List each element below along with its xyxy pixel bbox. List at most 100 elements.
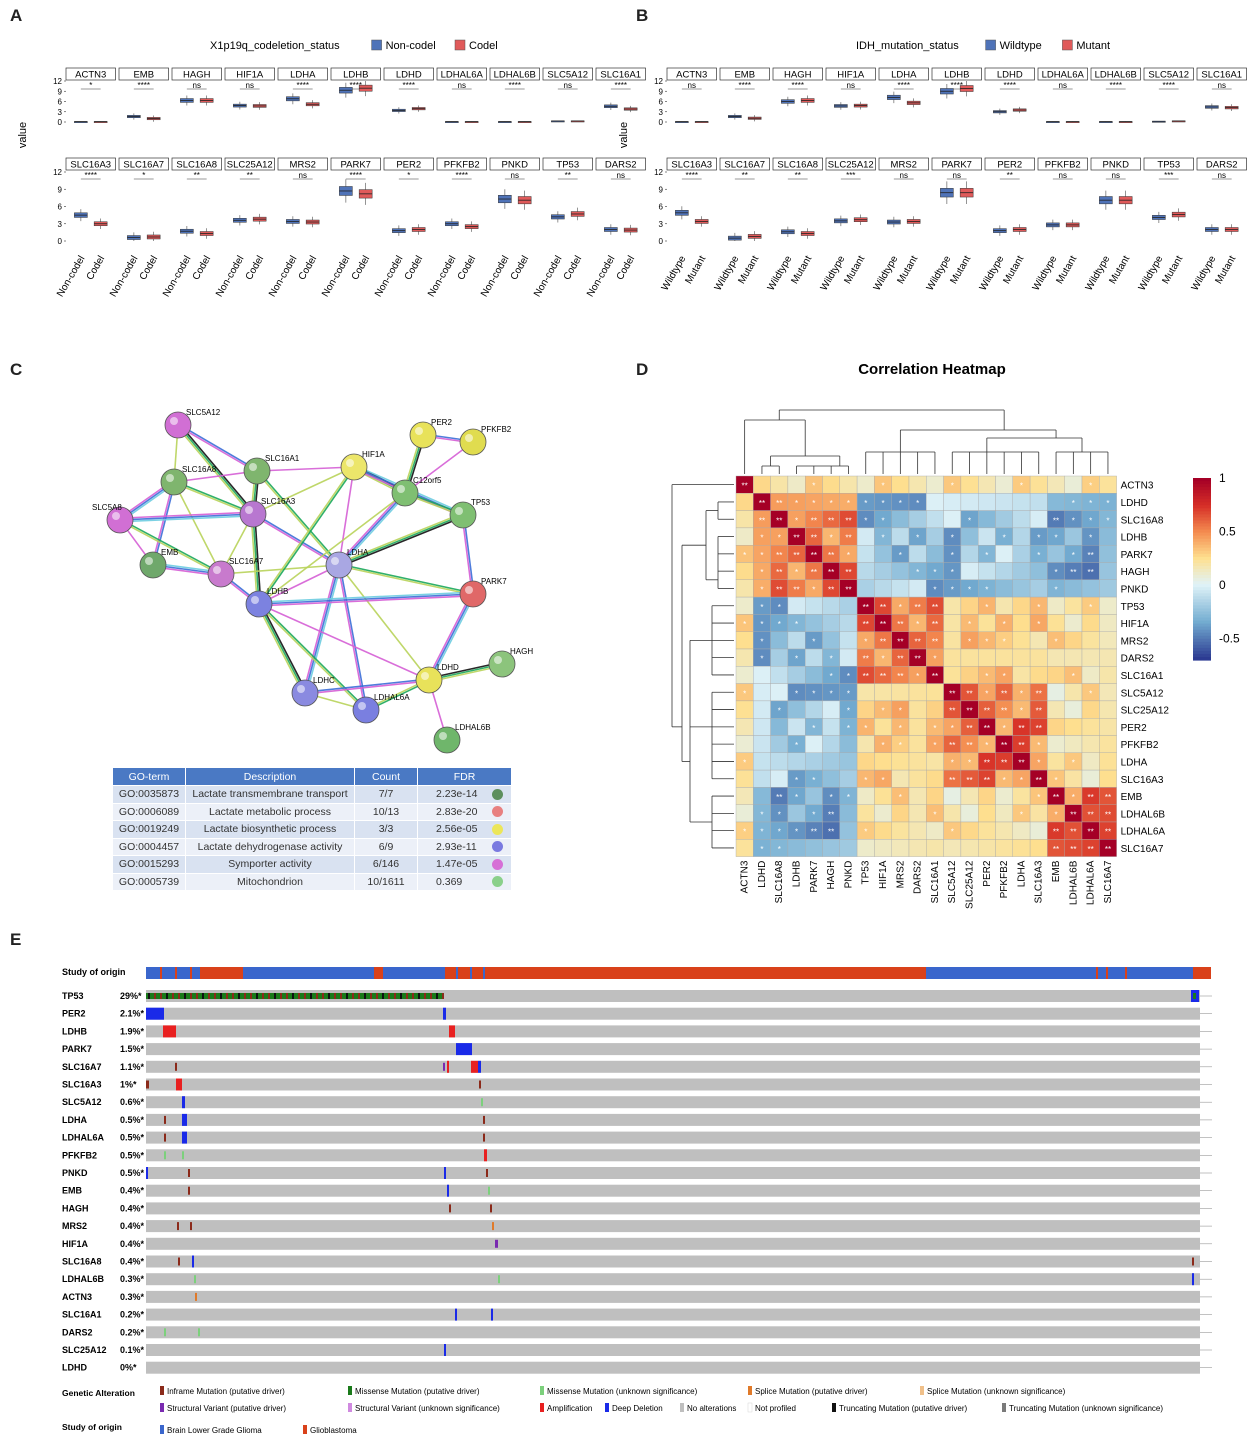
heatmap-star: * (1020, 482, 1023, 491)
heatmap-star: * (778, 810, 781, 819)
boxplot-panels: X1p19q_codeletion_status Non-codel Codel va… (17, 39, 1247, 299)
tp53-mutation-tick (358, 993, 360, 999)
heatmap-star: ** (759, 516, 765, 525)
facet-strip (1143, 157, 1194, 171)
heatmap-star: * (760, 534, 763, 543)
colorbar-segment (1193, 614, 1211, 619)
oncoprint-pct-label: 0.4%* (120, 1257, 145, 1267)
heatmap-star: * (933, 810, 936, 819)
tp53-mutation-tick (412, 993, 414, 999)
colorbar-segment (1193, 611, 1211, 616)
facet-gene-label: TP53 (1157, 160, 1180, 171)
heatmap-col-label: LDHAL6A (1086, 860, 1097, 905)
tp53-mutation-tick (166, 993, 168, 999)
oncoprint-alteration (455, 1308, 457, 1321)
facet-gene-label: PNKD (502, 160, 529, 171)
legend-genetic-label: Structural Variant (putative driver) (167, 1404, 286, 1413)
study-bar-segment (200, 967, 243, 979)
colorbar-segment (1193, 556, 1211, 561)
heatmap-star: ** (984, 776, 990, 785)
heatmap-star: ** (845, 568, 851, 577)
oncoprint-gene-label: LDHB (62, 1026, 87, 1036)
heatmap-star: ** (1105, 793, 1111, 802)
colorbar-segment (1193, 559, 1211, 564)
heatmap-star: * (968, 620, 971, 629)
heatmap-star: ** (1070, 845, 1076, 854)
colorbar-segment (1193, 508, 1211, 512)
facet-strip (1037, 67, 1088, 81)
significance-label: ns (1218, 81, 1226, 90)
oncoprint-alteration (1192, 1273, 1194, 1286)
tp53-mutation-tick (184, 993, 186, 999)
heatmap-star: * (1089, 516, 1092, 525)
heatmap-star: ** (811, 551, 817, 560)
facet-strip (825, 157, 876, 171)
tp53-mutation-tick (202, 993, 204, 999)
facet-gene-label: LDHD (997, 70, 1023, 81)
heatmap-star: * (1054, 637, 1057, 646)
colorbar-segment (1193, 584, 1211, 588)
oncoprint-alteration (175, 1062, 177, 1071)
heatmap-star: * (760, 828, 763, 837)
heatmap-star: * (1054, 810, 1057, 819)
colorbar-segment (1193, 481, 1211, 485)
colorbar-segment (1193, 514, 1211, 519)
significance-label: ns (1112, 171, 1120, 180)
tp53-mutation-tick (280, 993, 282, 999)
colorbar-segment (1193, 656, 1211, 661)
heatmap-star: ** (863, 655, 869, 664)
oncoprint-row (146, 1078, 1200, 1091)
significance-label: **** (1163, 81, 1175, 90)
y-tick-label: 9 (659, 185, 664, 194)
facet-strip (118, 67, 169, 81)
heatmap-row-label: LDHA (1121, 757, 1148, 768)
facet-gene-label: PARK7 (942, 160, 972, 171)
legend-genetic-swatch (160, 1386, 164, 1395)
heatmap-star: * (778, 845, 781, 854)
colorbar-segment (1193, 581, 1211, 585)
facet-gene-label: ACTN3 (75, 70, 106, 81)
colorbar-segment (1193, 511, 1211, 515)
oncoprint-alteration (164, 1328, 166, 1337)
study-bar-tick (456, 967, 458, 979)
study-bar-tick (175, 967, 177, 979)
heatmap-star: ** (776, 516, 782, 525)
oncoprint-gene-label: HIF1A (62, 1239, 89, 1249)
heatmap-star: ** (1053, 793, 1059, 802)
oncoprint-alteration (182, 1113, 187, 1126)
oncoprint-alteration (483, 1115, 485, 1124)
panel-label-a: A (10, 6, 23, 25)
oncoprint-gene-label: SLC25A12 (62, 1345, 107, 1355)
heatmap-star: ** (759, 499, 765, 508)
oncoprint-row (146, 1060, 1200, 1073)
colorbar-segment (1193, 623, 1211, 628)
heatmap-star: * (760, 810, 763, 819)
significance-label: **** (509, 81, 521, 90)
oncoprint-alteration (182, 1151, 184, 1160)
oncoprint-alteration (490, 1204, 492, 1213)
tp53-mutation-tick (226, 993, 228, 999)
oncoprint-alteration (178, 1257, 180, 1266)
go-term: GO:0005739 (112, 872, 186, 891)
tp53-mutation-tick (178, 993, 180, 999)
oncoprint-alteration (177, 1222, 179, 1231)
heatmap-star: ** (828, 585, 834, 594)
heatmap-title: Correlation Heatmap (858, 361, 1006, 378)
tp53-mutation-tick (394, 993, 396, 999)
go-table-row: GO:0015293 Symporter activity 6/146 1.47e-0… (112, 855, 512, 874)
oncoprint-row (146, 1290, 1200, 1303)
heatmap-star: * (760, 585, 763, 594)
heatmap-col-label: PER2 (982, 860, 993, 887)
heatmap-star: * (743, 551, 746, 560)
heatmap-star: * (899, 499, 902, 508)
tp53-mutation-tick (436, 993, 438, 999)
heatmap-star: * (795, 568, 798, 577)
oncoprint-pct-label: 0.3%* (120, 1292, 145, 1302)
oncoprint-row (146, 1149, 1200, 1162)
heatmap-star: ** (915, 655, 921, 664)
heatmap-row-label: SLC5A12 (1121, 688, 1164, 699)
heatmap-star: * (760, 620, 763, 629)
legend-label: Mutant (1076, 40, 1110, 52)
colorbar-segment (1193, 638, 1211, 643)
heatmap-star: ** (1070, 810, 1076, 819)
